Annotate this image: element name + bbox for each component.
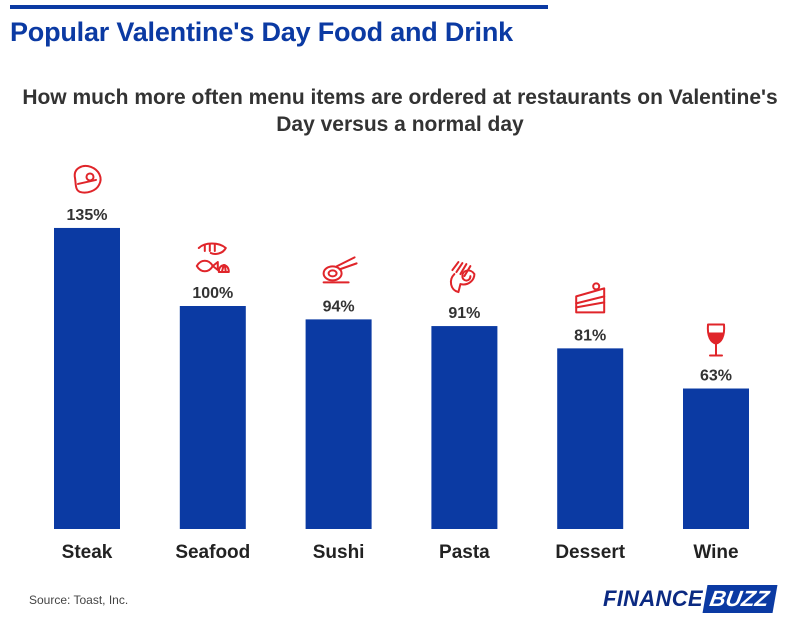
bar-value-label: 81% xyxy=(574,327,606,344)
bar-seafood xyxy=(179,306,246,529)
chart-subtitle: How much more often menu items are order… xyxy=(22,86,778,136)
x-tick-label: Seafood xyxy=(175,542,250,563)
x-tick-label: Steak xyxy=(62,542,113,563)
x-tick-label: Sushi xyxy=(313,542,365,563)
sushi-chopsticks-icon xyxy=(322,256,358,284)
logo-buzz-text: BUZZ xyxy=(702,585,778,613)
bar-steak xyxy=(54,227,120,529)
x-tick-label: Wine xyxy=(693,542,738,563)
bar-pasta xyxy=(431,326,498,529)
cake-slice-icon xyxy=(575,282,606,314)
steak-icon xyxy=(73,164,102,194)
financebuzz-logo: FINANCE BUZZ xyxy=(603,584,778,614)
x-tick-label: Dessert xyxy=(555,542,625,563)
logo-finance-text: FINANCE xyxy=(603,586,703,611)
bar-value-label: 94% xyxy=(323,298,355,315)
bar-wine xyxy=(683,388,749,529)
x-tick-label: Pasta xyxy=(439,542,490,563)
shrimp-fish-icon xyxy=(195,242,230,273)
bar-dessert xyxy=(557,348,624,529)
bar-sushi xyxy=(305,319,372,529)
source-note: Source: Toast, Inc. xyxy=(29,593,129,607)
bar-value-label: 135% xyxy=(67,207,108,224)
bar-value-label: 91% xyxy=(448,305,480,322)
bar-value-label: 100% xyxy=(192,285,233,302)
bar-value-label: 63% xyxy=(700,368,732,385)
title-rule xyxy=(10,5,548,9)
wine-glass-icon xyxy=(706,323,726,357)
pasta-fork-icon xyxy=(449,261,476,294)
page-title: Popular Valentine's Day Food and Drink xyxy=(10,17,513,47)
